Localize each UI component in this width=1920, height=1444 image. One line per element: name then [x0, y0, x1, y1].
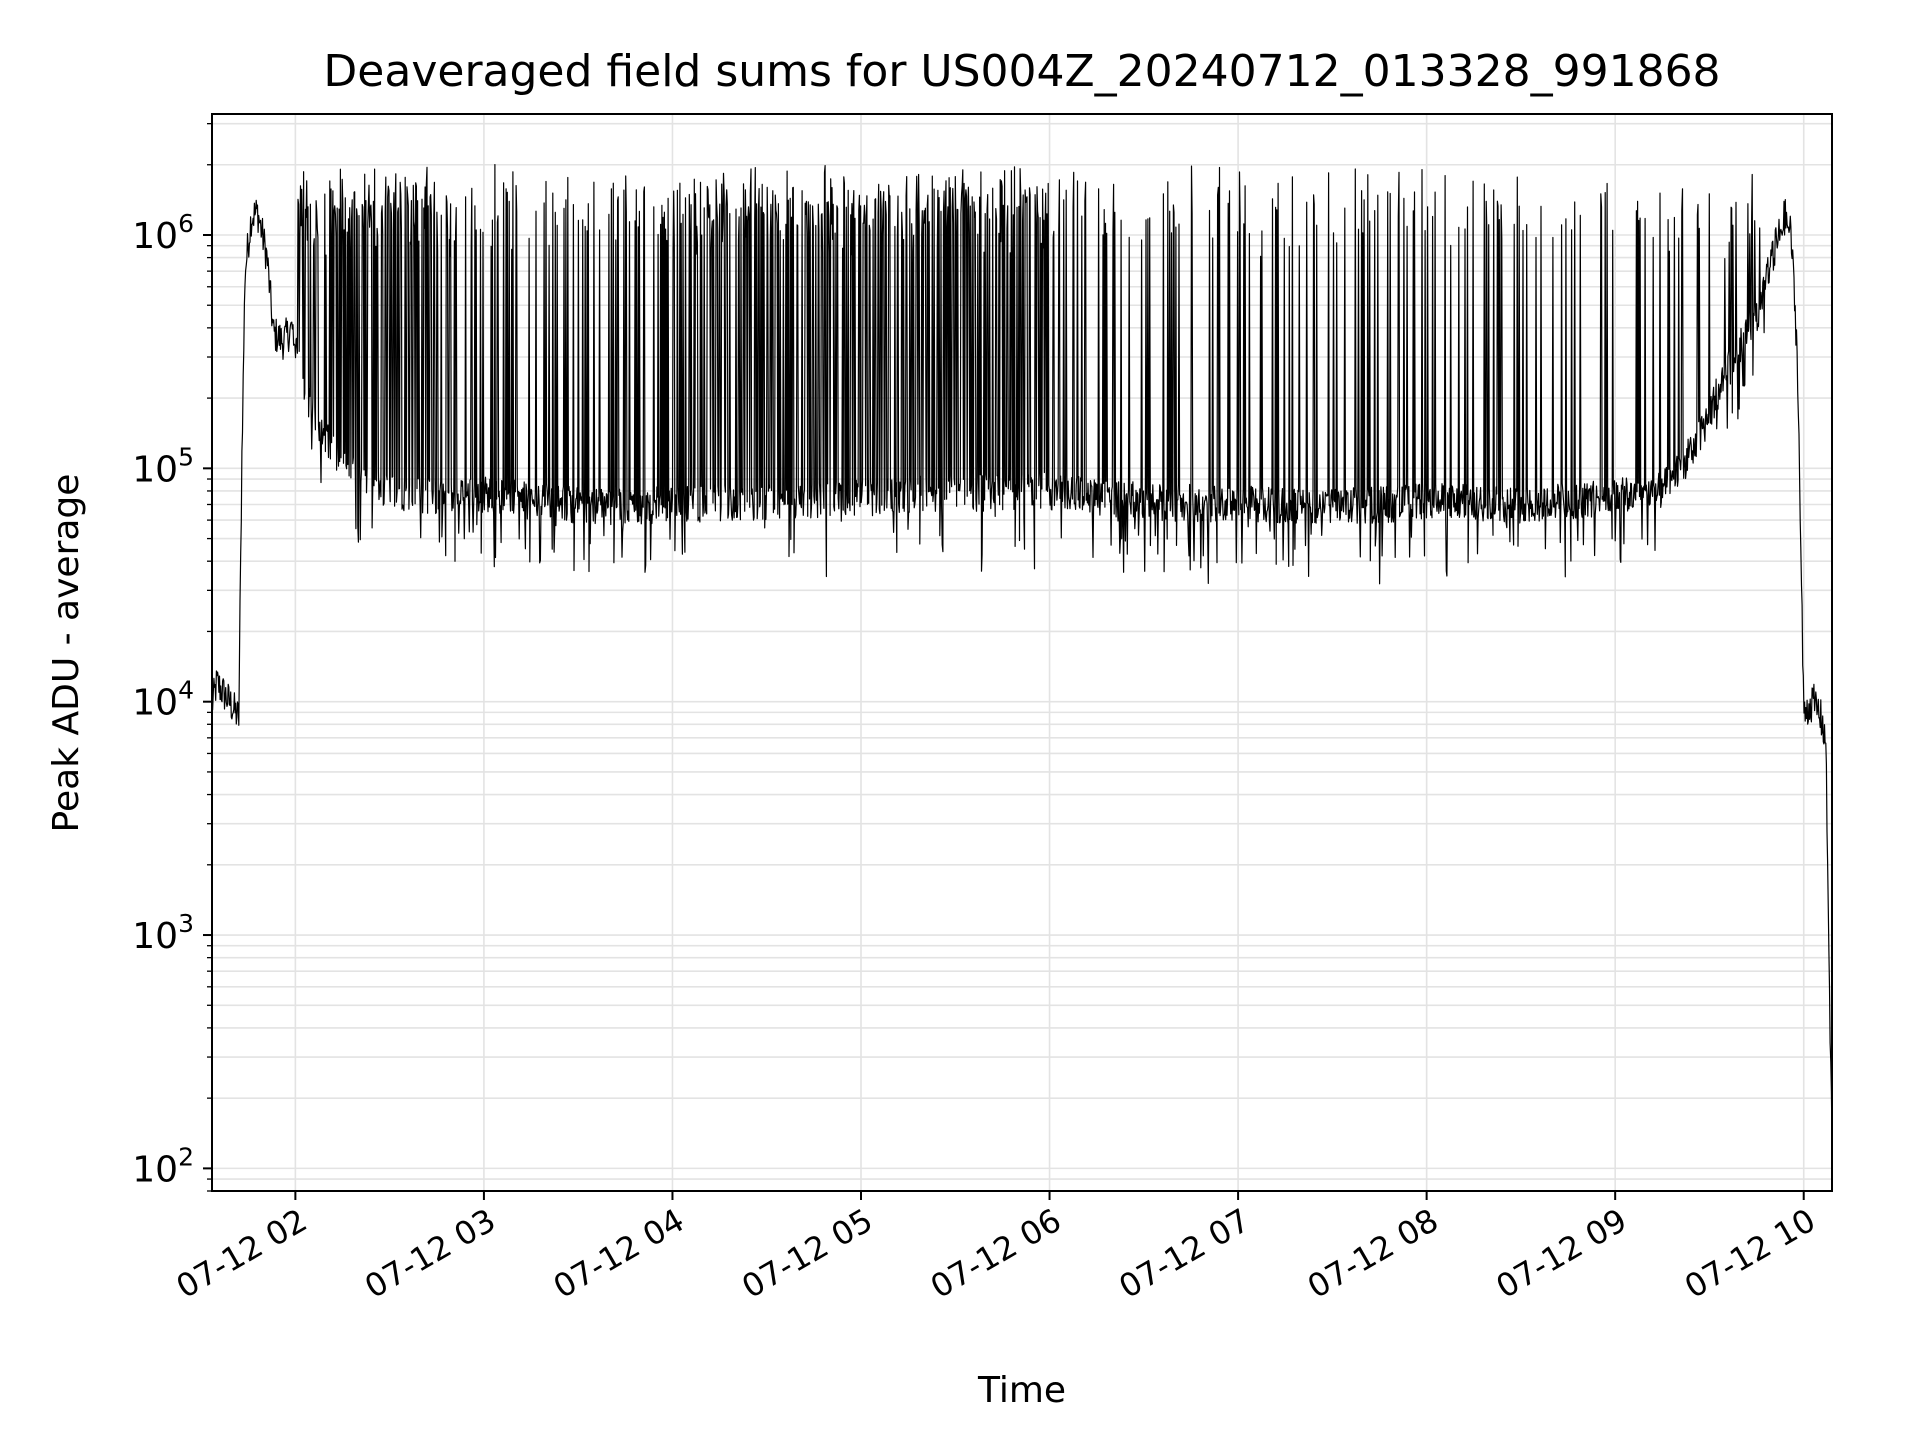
series-line	[211, 164, 1833, 1144]
y-tick-exponent: 6	[178, 209, 194, 238]
y-tick-exponent: 3	[178, 909, 194, 938]
y-tick-label: 105	[132, 442, 194, 490]
data-series	[211, 164, 1833, 1144]
y-tick-exponent: 5	[178, 442, 194, 471]
y-tick-base: 10	[132, 449, 178, 490]
x-axis-label: Time	[977, 1370, 1066, 1411]
y-tick-label: 106	[132, 209, 194, 257]
y-tick-base: 10	[132, 683, 178, 724]
y-tick-base: 10	[132, 916, 178, 957]
chart-title: Deaveraged field sums for US004Z_2024071…	[323, 46, 1720, 97]
y-tick-label: 103	[132, 909, 194, 957]
y-tick-label: 102	[132, 1142, 194, 1190]
y-tick-exponent: 2	[178, 1142, 194, 1171]
axis-ticks	[203, 123, 1805, 1200]
y-tick-base: 10	[132, 1149, 178, 1190]
y-axis-label: Peak ADU - average	[46, 474, 87, 833]
plot-area-frame	[211, 113, 1833, 1192]
y-tick-base: 10	[132, 216, 178, 257]
y-tick-label: 104	[132, 676, 194, 724]
y-tick-exponent: 4	[178, 676, 194, 705]
